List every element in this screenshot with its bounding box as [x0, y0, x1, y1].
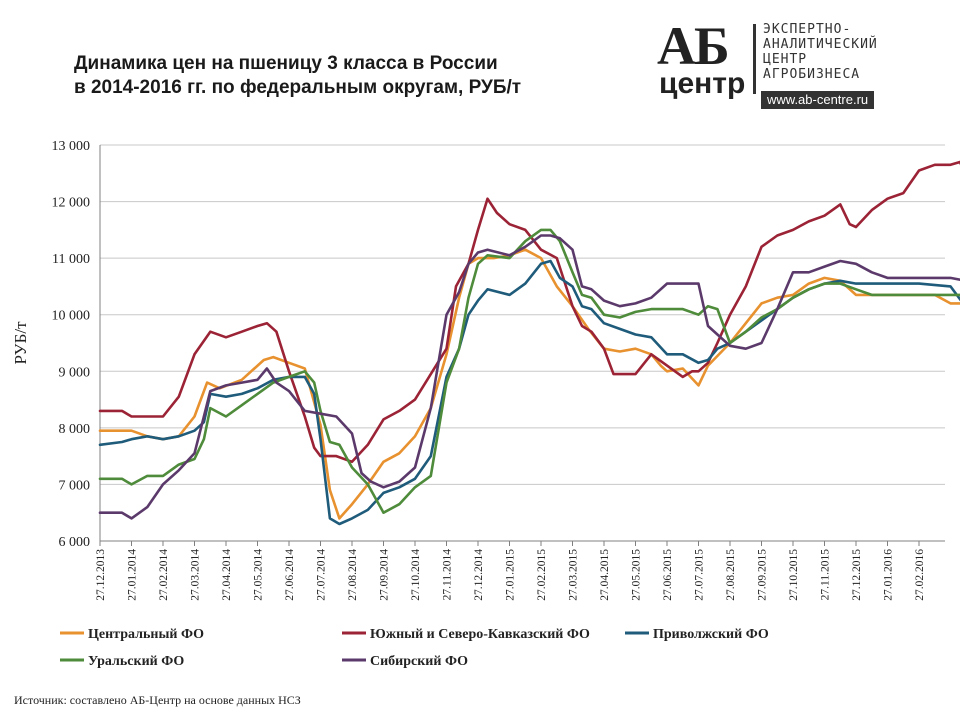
ab-centre-logo: АБ центр ЭКСПЕРТНО- АНАЛИТИЧЕСКИЙ ЦЕНТР … [655, 18, 925, 114]
logo-url: www.ab-centre.ru [761, 91, 875, 109]
chart-title: Динамика цен на пшеницу 3 класса в Росси… [74, 52, 521, 100]
y-tick-label: 11 000 [52, 252, 90, 267]
logo-line-2: АНАЛИТИЧЕСКИЙ [763, 37, 878, 52]
y-tick-label: 12 000 [52, 196, 91, 211]
x-tick-label: 27.11.2015 [820, 549, 832, 601]
x-tick-label: 27.08.2014 [347, 549, 359, 601]
x-tick-label: 27.08.2015 [725, 549, 737, 601]
x-tick-label: 27.06.2014 [284, 549, 296, 601]
y-tick-label: 9 000 [59, 365, 91, 380]
chart-title-line1: Динамика цен на пшеницу 3 класса в Росси… [74, 53, 498, 74]
legend-label-4: Уральский ФО [88, 654, 184, 669]
legend-label-1: Центральный ФО [88, 627, 204, 642]
x-tick-label: 27.12.2014 [473, 549, 485, 601]
x-tick-label: 27.03.2015 [568, 549, 580, 601]
source-note: Источник: составлено АБ-Центр на основе … [14, 693, 301, 707]
y-tick-label: 6 000 [59, 535, 91, 550]
logo-separator [753, 24, 756, 94]
x-tick-label: 27.07.2015 [694, 549, 706, 601]
x-tick-label: 27.12.2013 [95, 549, 107, 601]
x-tick-label: 27.09.2014 [379, 549, 391, 601]
legend-label-3: Приволжский ФО [653, 627, 769, 642]
legend-label-2: Южный и Северо-Кавказский ФО [370, 627, 590, 642]
logo-line-3: ЦЕНТР [763, 52, 808, 67]
x-tick-label: 27.11.2014 [442, 549, 454, 601]
logo-line-1: ЭКСПЕРТНО- [763, 22, 852, 37]
y-tick-label: 8 000 [59, 422, 91, 437]
x-tick-label: 27.01.2015 [505, 549, 517, 601]
logo-text: ЭКСПЕРТНО- АНАЛИТИЧЕСКИЙ ЦЕНТР АГРОБИЗНЕ… [763, 22, 878, 82]
x-tick-label: 27.02.2014 [158, 549, 170, 601]
x-tick-label: 27.04.2014 [221, 549, 233, 601]
x-tick-label: 27.01.2014 [127, 549, 139, 601]
x-tick-label: 27.04.2015 [599, 549, 611, 601]
x-tick-label: 27.01.2016 [883, 549, 895, 601]
legend-label-5: Сибирский ФО [370, 654, 468, 669]
x-tick-label: 27.10.2015 [788, 549, 800, 601]
series-line-5 [98, 234, 960, 520]
x-tick-label: 27.10.2014 [410, 549, 422, 601]
x-tick-label: 27.06.2015 [662, 549, 674, 601]
x-tick-label: 27.02.2015 [536, 549, 548, 601]
logo-mark-bottom: центр [659, 67, 746, 100]
x-tick-label: 27.02.2016 [914, 549, 926, 601]
x-tick-label: 27.03.2014 [190, 549, 202, 601]
logo-line-4: АГРОБИЗНЕСА [763, 67, 861, 82]
y-tick-label: 10 000 [52, 309, 91, 324]
x-tick-label: 27.05.2014 [253, 549, 265, 601]
x-tick-label: 27.09.2015 [757, 549, 769, 601]
chart-title-line2: в 2014-2016 гг. по федеральным округам, … [74, 77, 522, 98]
x-tick-label: 27.07.2014 [316, 549, 328, 601]
x-tick-label: 27.05.2015 [631, 549, 643, 601]
logo-mark-top: АБ [657, 16, 730, 76]
x-tick-label: 27.12.2015 [851, 549, 863, 601]
y-tick-label: 13 000 [52, 139, 91, 154]
y-tick-label: 7 000 [59, 478, 91, 493]
series-line-2 [98, 160, 960, 464]
y-axis-label: РУБ/т [11, 321, 30, 365]
